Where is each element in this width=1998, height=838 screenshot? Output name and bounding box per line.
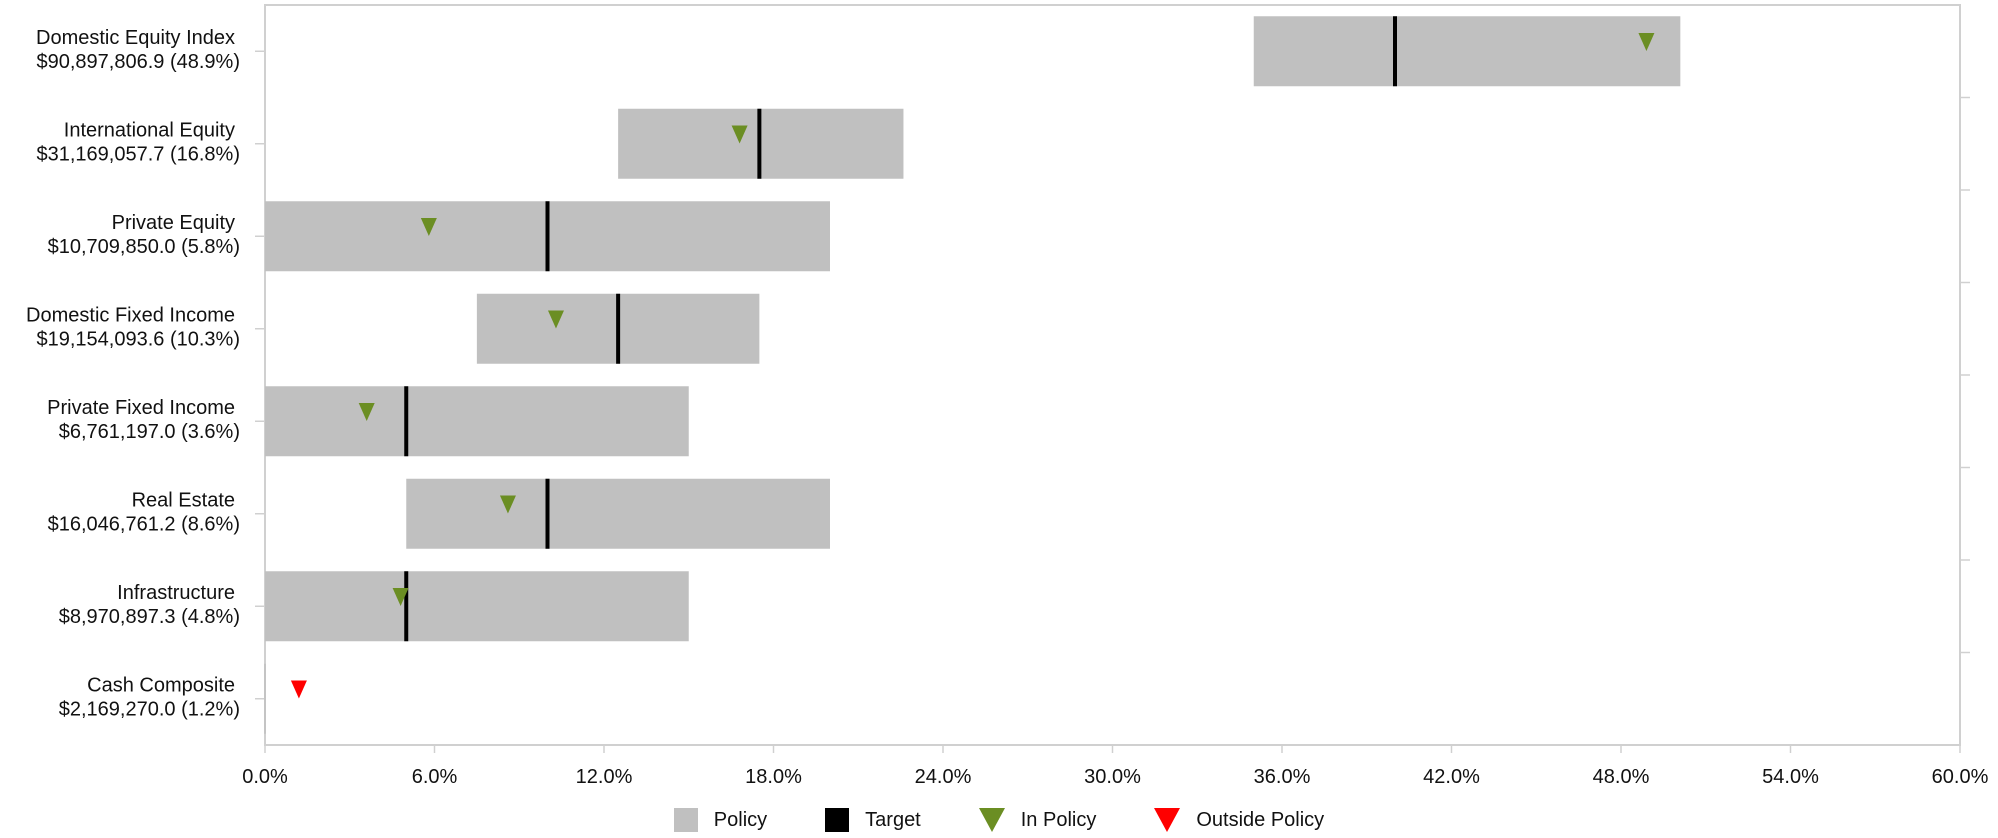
x-tick-label: 54.0% — [1762, 766, 1819, 788]
legend-item-outside-policy: Outside Policy — [1154, 808, 1324, 832]
x-tick-label: 0.0% — [242, 766, 288, 788]
x-tick-label: 6.0% — [412, 766, 458, 788]
category-label: Private Equity — [112, 212, 235, 234]
target-swatch-icon — [825, 808, 850, 832]
x-tick-label: 18.0% — [745, 766, 802, 788]
category-label: Infrastructure — [117, 582, 235, 604]
x-tick-label: 36.0% — [1254, 766, 1311, 788]
category-value-label: $19,154,093.6 (10.3%) — [37, 329, 241, 351]
legend-item-in-policy: In Policy — [978, 808, 1097, 832]
legend-item-policy: Policy — [673, 808, 768, 832]
category-label: Real Estate — [132, 490, 235, 512]
actual-allocation-marker — [731, 125, 748, 144]
legend-label-policy: Policy — [713, 808, 768, 831]
category-value-label: $6,761,197.0 (3.6%) — [59, 421, 240, 443]
legend-item-target: Target — [825, 808, 921, 832]
actual-allocation-marker — [499, 495, 516, 514]
in-policy-triangle-icon — [978, 808, 1005, 832]
legend-label-in-policy: In Policy — [1020, 808, 1097, 831]
category-value-label: $16,046,761.2 (8.6%) — [48, 514, 240, 536]
category-value-label: $2,169,270.0 (1.2%) — [59, 699, 240, 721]
category-label: Domestic Fixed Income — [26, 305, 235, 327]
x-tick-label: 30.0% — [1084, 766, 1141, 788]
policy-swatch-icon — [673, 808, 698, 832]
actual-allocation-marker — [290, 680, 307, 699]
category-value-label: $10,709,850.0 (5.8%) — [48, 236, 240, 258]
category-label: Domestic Equity Index — [36, 27, 235, 49]
actual-allocation-marker — [392, 588, 409, 606]
x-tick-label: 42.0% — [1423, 766, 1480, 788]
category-value-label: $90,897,806.9 (48.9%) — [37, 51, 241, 73]
category-label: International Equity — [64, 120, 235, 142]
legend-label-outside-policy: Outside Policy — [1196, 808, 1325, 831]
x-tick-label: 24.0% — [915, 766, 972, 788]
category-value-label: $8,970,897.3 (4.8%) — [59, 606, 240, 628]
policy-range-bar — [265, 386, 689, 457]
legend-label-target: Target — [865, 808, 921, 831]
policy-range-bar — [406, 478, 830, 549]
category-label: Cash Composite — [87, 675, 235, 697]
x-tick-label: 48.0% — [1593, 766, 1650, 788]
outside-policy-triangle-icon — [1154, 808, 1181, 832]
legend: Policy Target In Policy Outside Policy — [0, 808, 1998, 832]
actual-allocation-marker — [547, 310, 564, 329]
actual-allocation-marker — [1638, 33, 1655, 51]
category-value-label: $31,169,057.7 (16.8%) — [37, 144, 241, 166]
policy-range-bar — [265, 571, 689, 642]
actual-allocation-marker — [358, 403, 375, 421]
policy-range-bar — [1253, 16, 1681, 87]
x-tick-label: 60.0% — [1932, 766, 1989, 788]
x-tick-label: 12.0% — [576, 766, 633, 788]
category-label: Private Fixed Income — [47, 397, 235, 419]
actual-allocation-marker — [420, 218, 437, 236]
